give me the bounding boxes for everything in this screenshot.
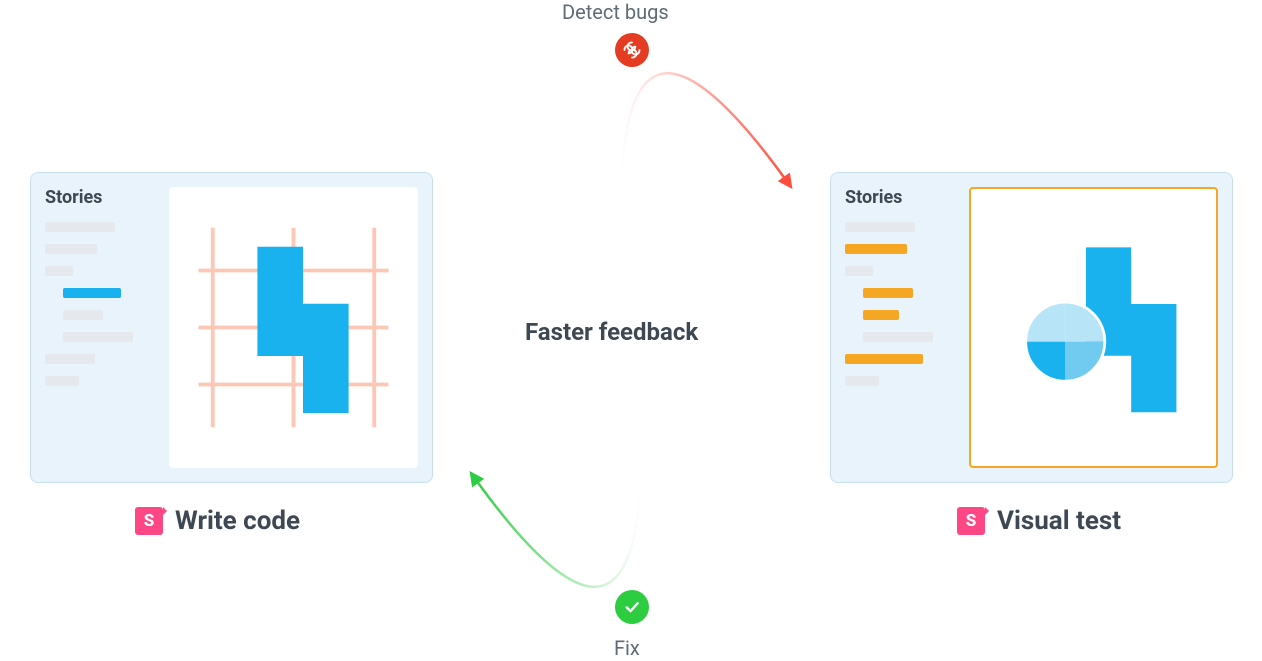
write-code-caption-text: Write code [175,506,300,536]
write-code-panel: Stories [30,172,433,483]
visual-test-caption-text: Visual test [997,506,1121,536]
fix-badge [615,590,649,624]
visual-test-caption: S Visual test [957,506,1121,536]
sidebar-bar [45,222,115,232]
visual-test-panel: Stories [830,172,1233,483]
sidebar-bar [45,244,97,254]
sidebar-bar [45,266,73,276]
right-sidebar-title: Stories [845,187,957,208]
knot-icon [622,40,642,60]
sidebar-bar [845,266,873,276]
top-arc-label: Detect bugs [562,0,669,24]
sidebar-bar [63,310,103,320]
center-label: Faster feedback [525,318,698,346]
left-sidebar-title: Stories [45,187,157,208]
right-canvas [969,187,1218,468]
write-code-illustration [170,188,417,467]
bottom-arc-label: Fix [614,636,640,660]
right-sidebar: Stories [845,187,957,468]
bug-detect-badge [615,33,649,67]
check-icon [623,598,641,616]
sidebar-bar [63,332,133,342]
storybook-badge-icon: S [135,507,163,535]
visual-test-illustration [971,189,1216,466]
sidebar-bar [845,354,923,364]
sidebar-bar [863,288,913,298]
sidebar-bar [845,244,907,254]
sidebar-bar [863,310,899,320]
left-canvas [169,187,418,468]
sidebar-bar [63,288,121,298]
sidebar-bar [45,376,79,386]
sidebar-bar [845,376,879,386]
sidebar-bar [45,354,95,364]
sidebar-bar [845,222,915,232]
left-sidebar: Stories [45,187,157,468]
storybook-badge-icon: S [957,507,985,535]
sidebar-bar [863,332,933,342]
write-code-caption: S Write code [135,506,300,536]
